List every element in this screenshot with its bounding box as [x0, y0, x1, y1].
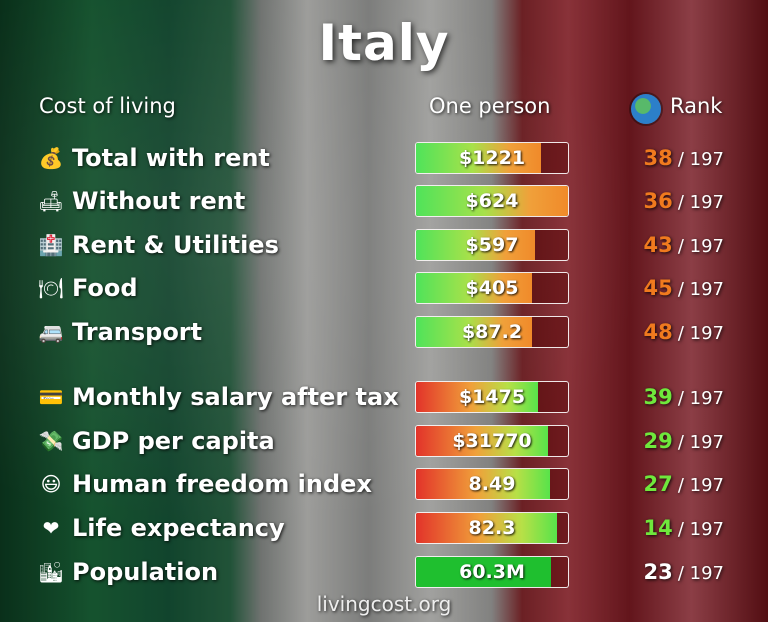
stat-row: 🏥 Rent & Utilities $597 43 / 197 — [0, 228, 768, 262]
value-bar-fill — [416, 426, 549, 456]
stat-label: Human freedom index — [72, 470, 372, 498]
site-footer-link[interactable]: livingcost.org — [316, 592, 452, 616]
rank: 48 / 197 — [644, 315, 724, 351]
stat-value: $1475 — [458, 386, 526, 408]
value-bar-fill — [416, 143, 541, 173]
rank-total: / 197 — [677, 149, 724, 170]
rank: 43 / 197 — [644, 228, 724, 264]
rank-number: 43 — [643, 233, 673, 257]
stat-row: 💰 Total with rent $1221 38 / 197 — [0, 141, 768, 175]
money-wings-icon: 💸 — [38, 429, 64, 453]
rank-number: 14 — [643, 516, 673, 540]
city-icon: 🏙 — [38, 560, 64, 584]
value-bar: $87.2 — [415, 316, 569, 348]
rank: 45 / 197 — [644, 271, 724, 307]
stat-value: $597 — [465, 234, 519, 256]
header-rank: Rank — [670, 94, 723, 118]
heart-icon: ❤ — [42, 516, 60, 540]
stat-value: 82.3 — [468, 517, 516, 539]
rank-total: / 197 — [677, 323, 724, 344]
stat-value: 8.49 — [468, 473, 516, 495]
stat-row: 🚐 Transport $87.2 48 / 197 — [0, 315, 768, 349]
value-bar: $597 — [415, 229, 569, 261]
value-bar: $405 — [415, 272, 569, 304]
stat-label: Life expectancy — [72, 514, 285, 542]
stat-label: Without rent — [72, 187, 246, 215]
stat-label: Total with rent — [72, 144, 270, 172]
header-cost-of-living: Cost of living — [39, 94, 176, 118]
rank-total: / 197 — [677, 279, 724, 300]
stat-row: 😃 Human freedom index 8.49 27 / 197 — [0, 467, 768, 501]
stat-label: Rent & Utilities — [72, 231, 279, 259]
rank: 38 / 197 — [644, 141, 724, 177]
rank-total: / 197 — [677, 432, 724, 453]
stat-label: Monthly salary after tax — [72, 383, 399, 411]
value-bar: $624 — [415, 185, 569, 217]
value-bar-fill — [416, 230, 535, 260]
rank-number: 45 — [643, 276, 673, 300]
value-bar: $31770 — [415, 425, 569, 457]
rank-total: / 197 — [677, 563, 724, 584]
rank: 27 / 197 — [644, 467, 724, 503]
rank-number: 36 — [643, 189, 673, 213]
stat-value: $31770 — [452, 430, 532, 452]
sofa-icon: 🛋 — [38, 189, 64, 213]
value-bar-fill — [416, 557, 552, 587]
value-bar: 60.3M — [415, 556, 569, 588]
stat-label: GDP per capita — [72, 427, 275, 455]
rank-number: 27 — [643, 472, 673, 496]
value-bar-fill — [416, 186, 568, 216]
minibus-icon: 🚐 — [38, 320, 64, 344]
rank-number: 23 — [643, 560, 673, 584]
stat-row: 🛋 Without rent $624 36 / 197 — [0, 184, 768, 218]
stat-row: 💳 Monthly salary after tax $1475 39 / 197 — [0, 380, 768, 414]
stat-row: 🍽 Food $405 45 / 197 — [0, 271, 768, 305]
stat-label: Transport — [72, 318, 203, 346]
plate-icon: 🍽 — [38, 276, 64, 300]
rank-number: 39 — [643, 385, 673, 409]
stat-value: $87.2 — [461, 321, 523, 343]
stat-value: $624 — [465, 190, 519, 212]
rank-number: 48 — [643, 320, 673, 344]
value-bar: 82.3 — [415, 512, 569, 544]
globe-icon — [631, 94, 661, 124]
hospital-icon: 🏥 — [38, 233, 64, 257]
page-title: Italy — [318, 14, 450, 72]
value-bar: $1221 — [415, 142, 569, 174]
value-bar-fill — [416, 513, 558, 543]
rank-total: / 197 — [677, 388, 724, 409]
value-bar: $1475 — [415, 381, 569, 413]
value-bar-fill — [416, 273, 532, 303]
stat-row: ❤ Life expectancy 82.3 14 / 197 — [0, 511, 768, 545]
stat-value: $405 — [465, 277, 519, 299]
rank-number: 29 — [643, 429, 673, 453]
value-bar-fill — [416, 317, 532, 347]
rank-total: / 197 — [677, 475, 724, 496]
value-bar-fill — [416, 469, 550, 499]
value-bar: 8.49 — [415, 468, 569, 500]
stat-label: Food — [72, 274, 138, 302]
smiley-icon: 😃 — [40, 472, 62, 496]
header-one-person: One person — [429, 94, 551, 118]
rank-total: / 197 — [677, 192, 724, 213]
rank: 29 / 197 — [644, 424, 724, 460]
stat-value: 60.3M — [459, 561, 525, 583]
rank: 14 / 197 — [644, 511, 724, 547]
rank: 36 / 197 — [644, 184, 724, 220]
money-bag-icon: 💰 — [38, 146, 64, 170]
value-bar-fill — [416, 382, 538, 412]
stat-label: Population — [72, 558, 219, 586]
stat-row: 🏙 Population 60.3M 23 / 197 — [0, 555, 768, 589]
rank-total: / 197 — [677, 236, 724, 257]
rank: 39 / 197 — [644, 380, 724, 416]
credit-card-icon: 💳 — [38, 385, 64, 409]
rank: 23 / 197 — [644, 555, 724, 591]
rank-total: / 197 — [677, 519, 724, 540]
rank-number: 38 — [643, 146, 673, 170]
stat-row: 💸 GDP per capita $31770 29 / 197 — [0, 424, 768, 458]
stat-value: $1221 — [458, 147, 526, 169]
